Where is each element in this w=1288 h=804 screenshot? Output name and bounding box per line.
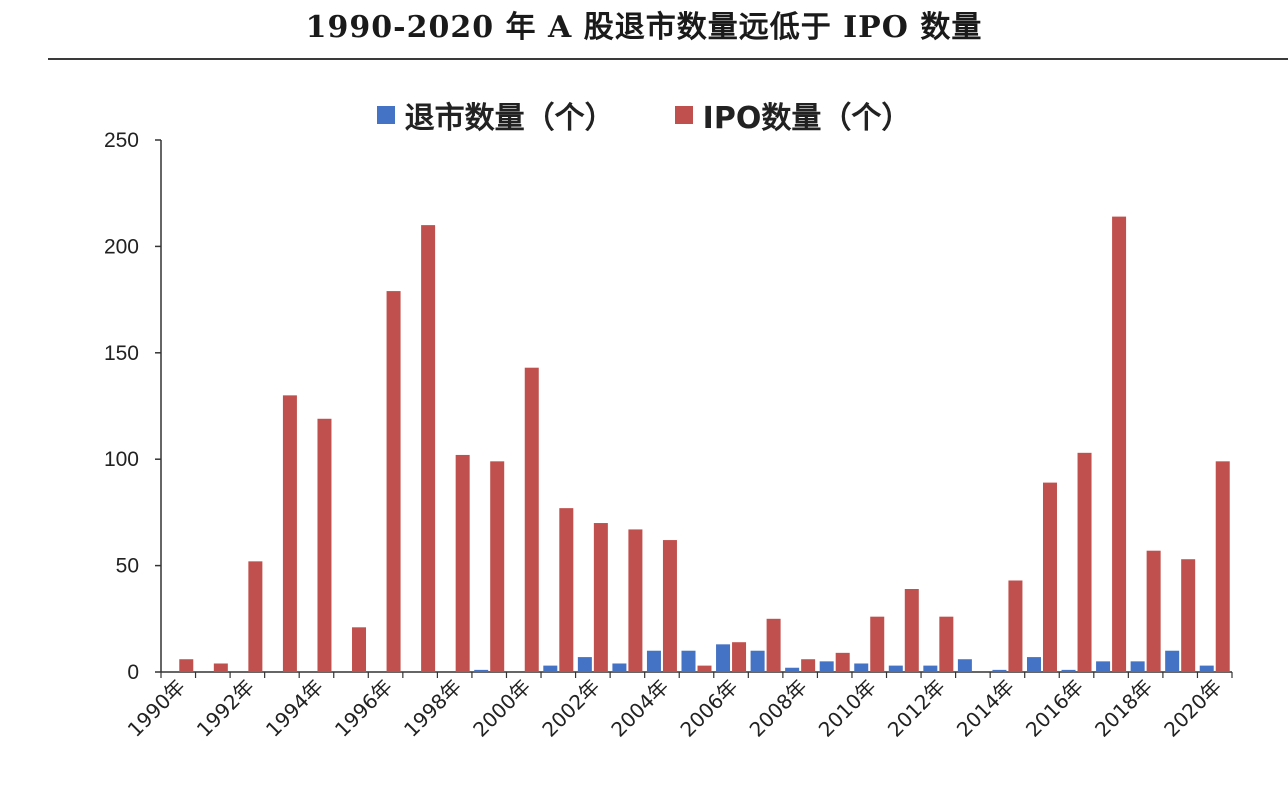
bar-ipo (386, 291, 401, 672)
bar-ipo (490, 461, 505, 672)
bar-ipo (593, 523, 608, 672)
bar-delisted (888, 665, 903, 672)
bar-ipo (835, 652, 850, 672)
chart-title: 1990-2020 年 A 股退市数量远低于 IPO 数量 (305, 10, 983, 45)
bar-ipo (524, 367, 539, 672)
bar-ipo (1008, 580, 1023, 672)
x-tick-label: 2012年 (883, 675, 950, 742)
x-tick-label: 2016年 (1021, 675, 1088, 742)
bar-ipo (732, 642, 747, 672)
legend-label-ipo: IPO数量（个） (702, 101, 912, 136)
bar-ipo (317, 418, 332, 672)
bar-ipo (1181, 559, 1196, 672)
x-tick-label: 2000年 (468, 675, 535, 742)
bar-ipo (870, 616, 885, 672)
bar-ipo (662, 540, 677, 672)
bar-ipo (213, 663, 228, 672)
bar-delisted (646, 650, 661, 672)
bar-delisted (1061, 669, 1076, 672)
bar-ipo (421, 225, 436, 672)
y-tick-label: 250 (104, 129, 139, 152)
bar-delisted (577, 657, 592, 672)
legend-label-delisted: 退市数量（个） (404, 101, 615, 136)
bar-delisted (992, 669, 1007, 672)
bar-ipo (628, 529, 643, 672)
title-divider (48, 58, 1288, 60)
bar-ipo (904, 589, 919, 672)
bar-delisted (1130, 661, 1145, 672)
y-tick-label: 150 (104, 342, 139, 365)
x-tick-label: 2006年 (675, 675, 742, 742)
bar-delisted (785, 667, 800, 672)
x-tick-label: 1990年 (123, 675, 190, 742)
x-tick-label: 2004年 (606, 675, 673, 742)
legend-swatch-ipo (674, 106, 693, 124)
bar-delisted (854, 663, 869, 672)
x-tick-label: 1998年 (399, 675, 466, 742)
x-tick-label: 1996年 (330, 675, 397, 742)
bar-delisted (612, 663, 627, 672)
bar-delisted (1096, 661, 1111, 672)
x-tick-label: 2020年 (1159, 675, 1226, 742)
y-tick-label: 100 (104, 448, 139, 471)
bar-delisted (957, 659, 972, 672)
bar-ipo (1215, 461, 1230, 672)
bar-delisted (681, 650, 696, 672)
y-axis: 0 50 100 150 200 250 (104, 129, 162, 684)
bar-delisted (1199, 665, 1214, 672)
legend-item-ipo: IPO数量（个） (674, 93, 912, 137)
legend-item-delisted: 退市数量（个） (376, 93, 615, 137)
bar-ipo (939, 616, 954, 672)
bar-delisted (474, 669, 489, 672)
bar-ipo (455, 454, 470, 672)
bar-ipo (697, 665, 712, 672)
bar-ipo (179, 659, 194, 672)
bar-ipo (1146, 550, 1161, 672)
x-axis: 1990年 1992年 1994年 1996年 1998年 2000年 2002年 2004年… (123, 671, 1233, 742)
y-tick-label: 50 (116, 555, 139, 578)
bar-ipo (352, 627, 367, 672)
x-tick-label: 2018年 (1090, 675, 1157, 742)
bar-ipo (801, 659, 816, 672)
bar-ipo (1077, 452, 1092, 672)
legend: 退市数量（个） IPO数量（个） (0, 93, 1288, 137)
bar-ipo (559, 508, 574, 672)
y-tick-label: 200 (104, 235, 139, 258)
bar-ipo (282, 395, 297, 672)
bars (179, 216, 1230, 672)
x-tick-label: 1992年 (192, 675, 259, 742)
bar-ipo (248, 561, 263, 672)
legend-swatch-delisted (376, 106, 395, 124)
x-tick-label: 1994年 (261, 675, 328, 742)
bar-ipo (1112, 216, 1127, 672)
x-tick-label: 2008年 (745, 675, 812, 742)
bar-delisted (1026, 657, 1041, 672)
bar-delisted (543, 665, 558, 672)
x-tick-label: 2014年 (952, 675, 1019, 742)
bar-delisted (819, 661, 834, 672)
bar-delisted (716, 644, 731, 672)
bar-ipo (766, 618, 781, 672)
bar-ipo (1042, 482, 1057, 672)
y-tick-label: 0 (127, 661, 139, 684)
bar-delisted (750, 650, 765, 672)
x-tick-label: 2002年 (537, 675, 604, 742)
x-tick-label: 2010年 (814, 675, 881, 742)
bar-delisted (1165, 650, 1180, 672)
bar-delisted (923, 665, 938, 672)
